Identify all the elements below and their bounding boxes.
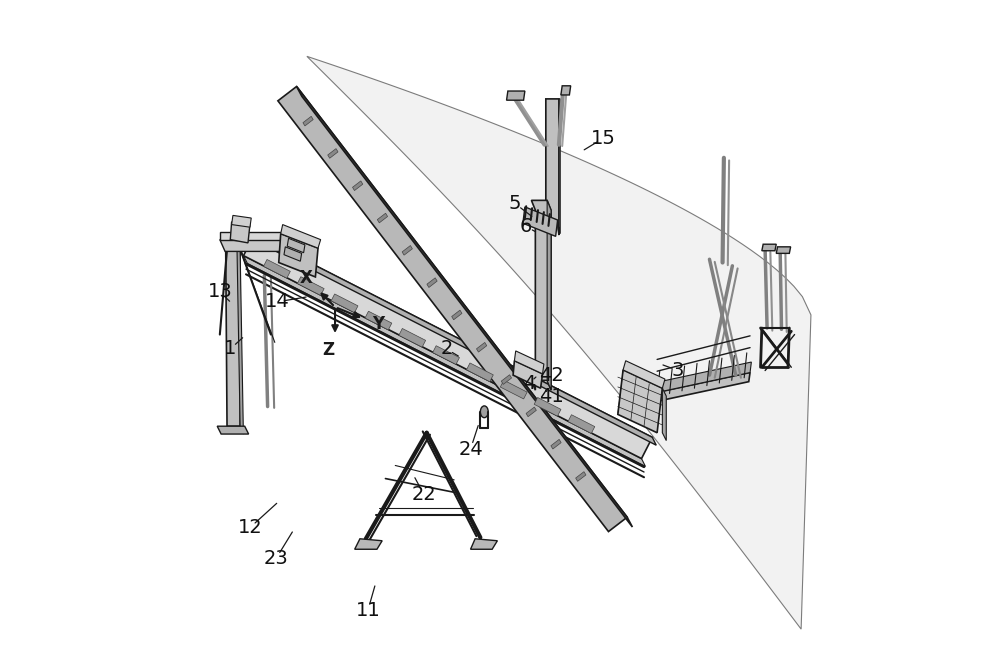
Polygon shape (551, 440, 561, 449)
Polygon shape (433, 346, 459, 365)
Text: X: X (300, 269, 313, 287)
Polygon shape (466, 363, 493, 382)
Polygon shape (328, 149, 338, 158)
Polygon shape (658, 362, 751, 392)
Polygon shape (377, 213, 388, 223)
Polygon shape (399, 329, 426, 347)
Text: 1: 1 (224, 339, 236, 358)
Polygon shape (568, 415, 595, 434)
Polygon shape (287, 238, 305, 253)
Polygon shape (237, 239, 243, 434)
Text: 15: 15 (591, 129, 616, 148)
Polygon shape (513, 361, 543, 388)
Text: 42: 42 (539, 365, 563, 384)
Text: 3: 3 (672, 361, 684, 380)
Polygon shape (476, 342, 487, 352)
Text: 2: 2 (440, 339, 453, 358)
Polygon shape (365, 311, 392, 330)
Polygon shape (264, 260, 290, 278)
Polygon shape (402, 245, 412, 255)
Polygon shape (452, 310, 462, 319)
Polygon shape (545, 99, 559, 235)
Polygon shape (501, 375, 512, 384)
Polygon shape (297, 277, 324, 295)
Polygon shape (576, 472, 586, 482)
Polygon shape (307, 56, 811, 629)
Text: 22: 22 (412, 485, 436, 504)
Text: Z: Z (322, 341, 335, 359)
Text: 6: 6 (520, 217, 532, 236)
Text: 12: 12 (238, 518, 262, 537)
Polygon shape (531, 200, 551, 390)
Text: 4: 4 (523, 374, 535, 393)
Polygon shape (534, 398, 561, 416)
Polygon shape (623, 361, 665, 388)
Polygon shape (220, 239, 292, 251)
Polygon shape (762, 244, 776, 251)
Polygon shape (220, 232, 287, 239)
Polygon shape (561, 86, 571, 95)
Polygon shape (776, 247, 791, 253)
Polygon shape (254, 234, 656, 445)
Polygon shape (244, 234, 652, 459)
Polygon shape (547, 200, 551, 390)
Polygon shape (331, 294, 358, 313)
Polygon shape (526, 407, 536, 417)
Polygon shape (284, 247, 302, 261)
Text: 13: 13 (207, 283, 232, 302)
Polygon shape (514, 351, 544, 374)
Polygon shape (618, 370, 662, 433)
Polygon shape (230, 222, 250, 243)
Text: 24: 24 (458, 440, 483, 459)
Polygon shape (232, 215, 251, 227)
Polygon shape (427, 278, 437, 287)
Text: 11: 11 (355, 602, 380, 621)
Polygon shape (500, 380, 527, 399)
Polygon shape (558, 99, 560, 235)
Polygon shape (278, 87, 627, 531)
Polygon shape (662, 388, 666, 441)
Polygon shape (355, 539, 382, 549)
Polygon shape (297, 87, 632, 527)
Polygon shape (523, 207, 558, 236)
Text: 23: 23 (264, 549, 288, 568)
Polygon shape (303, 116, 313, 126)
Text: 14: 14 (265, 293, 290, 312)
Text: Y: Y (372, 315, 384, 333)
Text: 41: 41 (539, 387, 563, 406)
Polygon shape (217, 426, 249, 434)
Polygon shape (224, 239, 240, 426)
Polygon shape (507, 91, 525, 100)
Text: 5: 5 (509, 194, 521, 213)
Polygon shape (471, 539, 497, 549)
Ellipse shape (480, 406, 488, 418)
Polygon shape (657, 373, 750, 401)
Polygon shape (279, 234, 318, 277)
Polygon shape (281, 224, 321, 248)
Polygon shape (353, 181, 363, 190)
Polygon shape (244, 256, 645, 466)
